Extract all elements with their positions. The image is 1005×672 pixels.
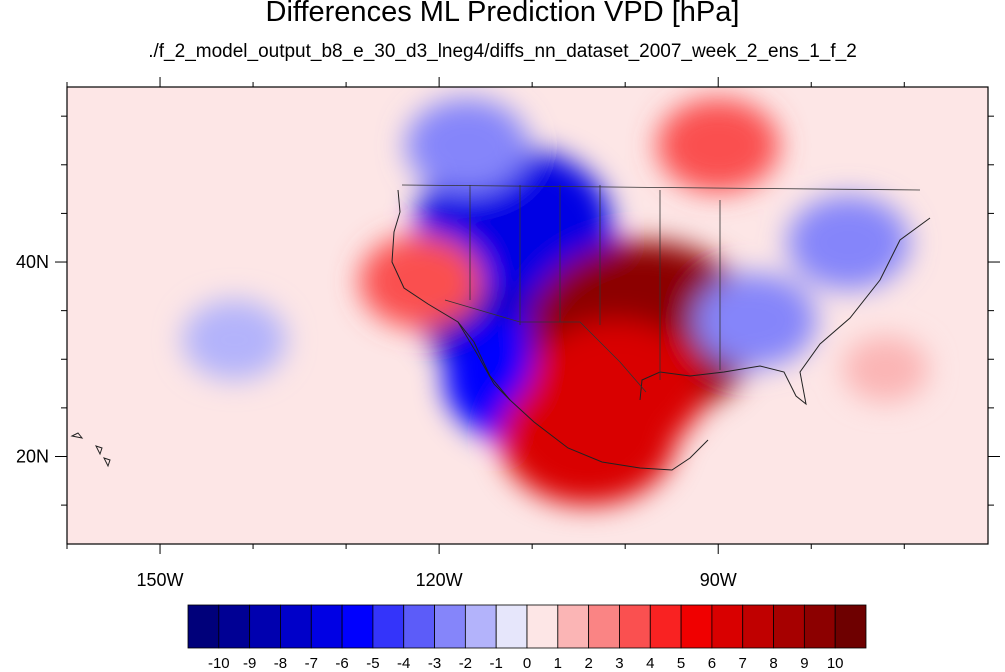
colorbar-swatch xyxy=(187,604,220,649)
colorbar-swatch xyxy=(280,604,312,649)
colorbar-swatch xyxy=(711,604,744,649)
colorbar-swatch xyxy=(495,604,528,649)
colorbar-swatch xyxy=(372,604,405,649)
x-tick-label: 150W xyxy=(137,570,184,590)
colorbar-label: 8 xyxy=(769,655,777,672)
plot-frame xyxy=(66,86,989,545)
x-tick-label: 120W xyxy=(416,570,463,590)
colorbar-swatch xyxy=(680,604,713,649)
colorbar-swatch xyxy=(834,604,867,649)
anomaly-region-10 xyxy=(405,98,529,193)
colorbar-swatch xyxy=(310,604,343,649)
colorbar-swatch xyxy=(649,604,682,649)
colorbar-swatch xyxy=(249,604,281,649)
border-lines xyxy=(401,184,921,393)
baja-peninsula-coastline xyxy=(457,321,511,401)
colorbar-swatch xyxy=(803,604,836,649)
colorbar-label: 7 xyxy=(739,655,747,672)
colorbar-label: 6 xyxy=(708,655,716,672)
colorbar-swatch xyxy=(218,604,251,649)
colorbar-label: -1 xyxy=(490,655,503,672)
colorbar-label: -6 xyxy=(335,655,348,672)
hawaii-islands xyxy=(70,432,111,468)
colorbar-label: -4 xyxy=(397,655,410,672)
anomaly-region-5 xyxy=(527,320,705,457)
colorbar-label: -8 xyxy=(274,655,287,672)
colorbar-label: 3 xyxy=(615,655,623,672)
gulf-of-mexico-coastline xyxy=(639,217,931,406)
colorbar-swatch xyxy=(341,604,374,649)
x-tick-label: 90W xyxy=(700,570,737,590)
anomaly-region-6 xyxy=(359,234,482,329)
colorbar-swatch xyxy=(742,604,774,649)
colorbar-swatch xyxy=(773,604,805,649)
colorbar-label: -7 xyxy=(305,655,318,672)
y-tick-label: 20N xyxy=(16,446,49,466)
colorbar-label: 5 xyxy=(677,655,685,672)
colorbar-label: -10 xyxy=(208,655,230,672)
colorbar-swatch xyxy=(619,604,651,649)
y-tick-label: 40N xyxy=(16,252,49,272)
anomaly-region-9 xyxy=(787,195,910,290)
chart-subtitle: ./f_2_model_output_b8_e_30_d3_lneg4/diff… xyxy=(148,41,857,62)
colorbar-label: 2 xyxy=(584,655,592,672)
anomaly-region-11 xyxy=(182,299,287,380)
colorbar-label: 9 xyxy=(800,655,808,672)
colorbar-swatch xyxy=(557,604,590,649)
anomaly-region-8 xyxy=(694,273,817,368)
colorbar-label: 0 xyxy=(523,655,531,672)
colorbar-label: -3 xyxy=(428,655,441,672)
colorbar-swatch xyxy=(434,604,466,649)
anomaly-region-12 xyxy=(842,335,929,402)
colorbar-label: 4 xyxy=(646,655,654,672)
colorbar-swatch xyxy=(588,604,620,649)
colorbar-swatch xyxy=(403,604,435,649)
north-america-coastline xyxy=(391,189,709,471)
colorbar-swatch xyxy=(464,604,497,649)
anomaly-region-7 xyxy=(657,98,780,193)
chart-title: Differences ML Prediction VPD [hPa] xyxy=(265,0,740,28)
colorbar-label: 1 xyxy=(554,655,562,672)
colorbar-label: -2 xyxy=(459,655,472,672)
colorbar-swatch xyxy=(526,604,559,649)
colorbar-label: -9 xyxy=(243,655,256,672)
colorbar-label: 10 xyxy=(827,655,844,672)
colorbar-label: -5 xyxy=(366,655,379,672)
